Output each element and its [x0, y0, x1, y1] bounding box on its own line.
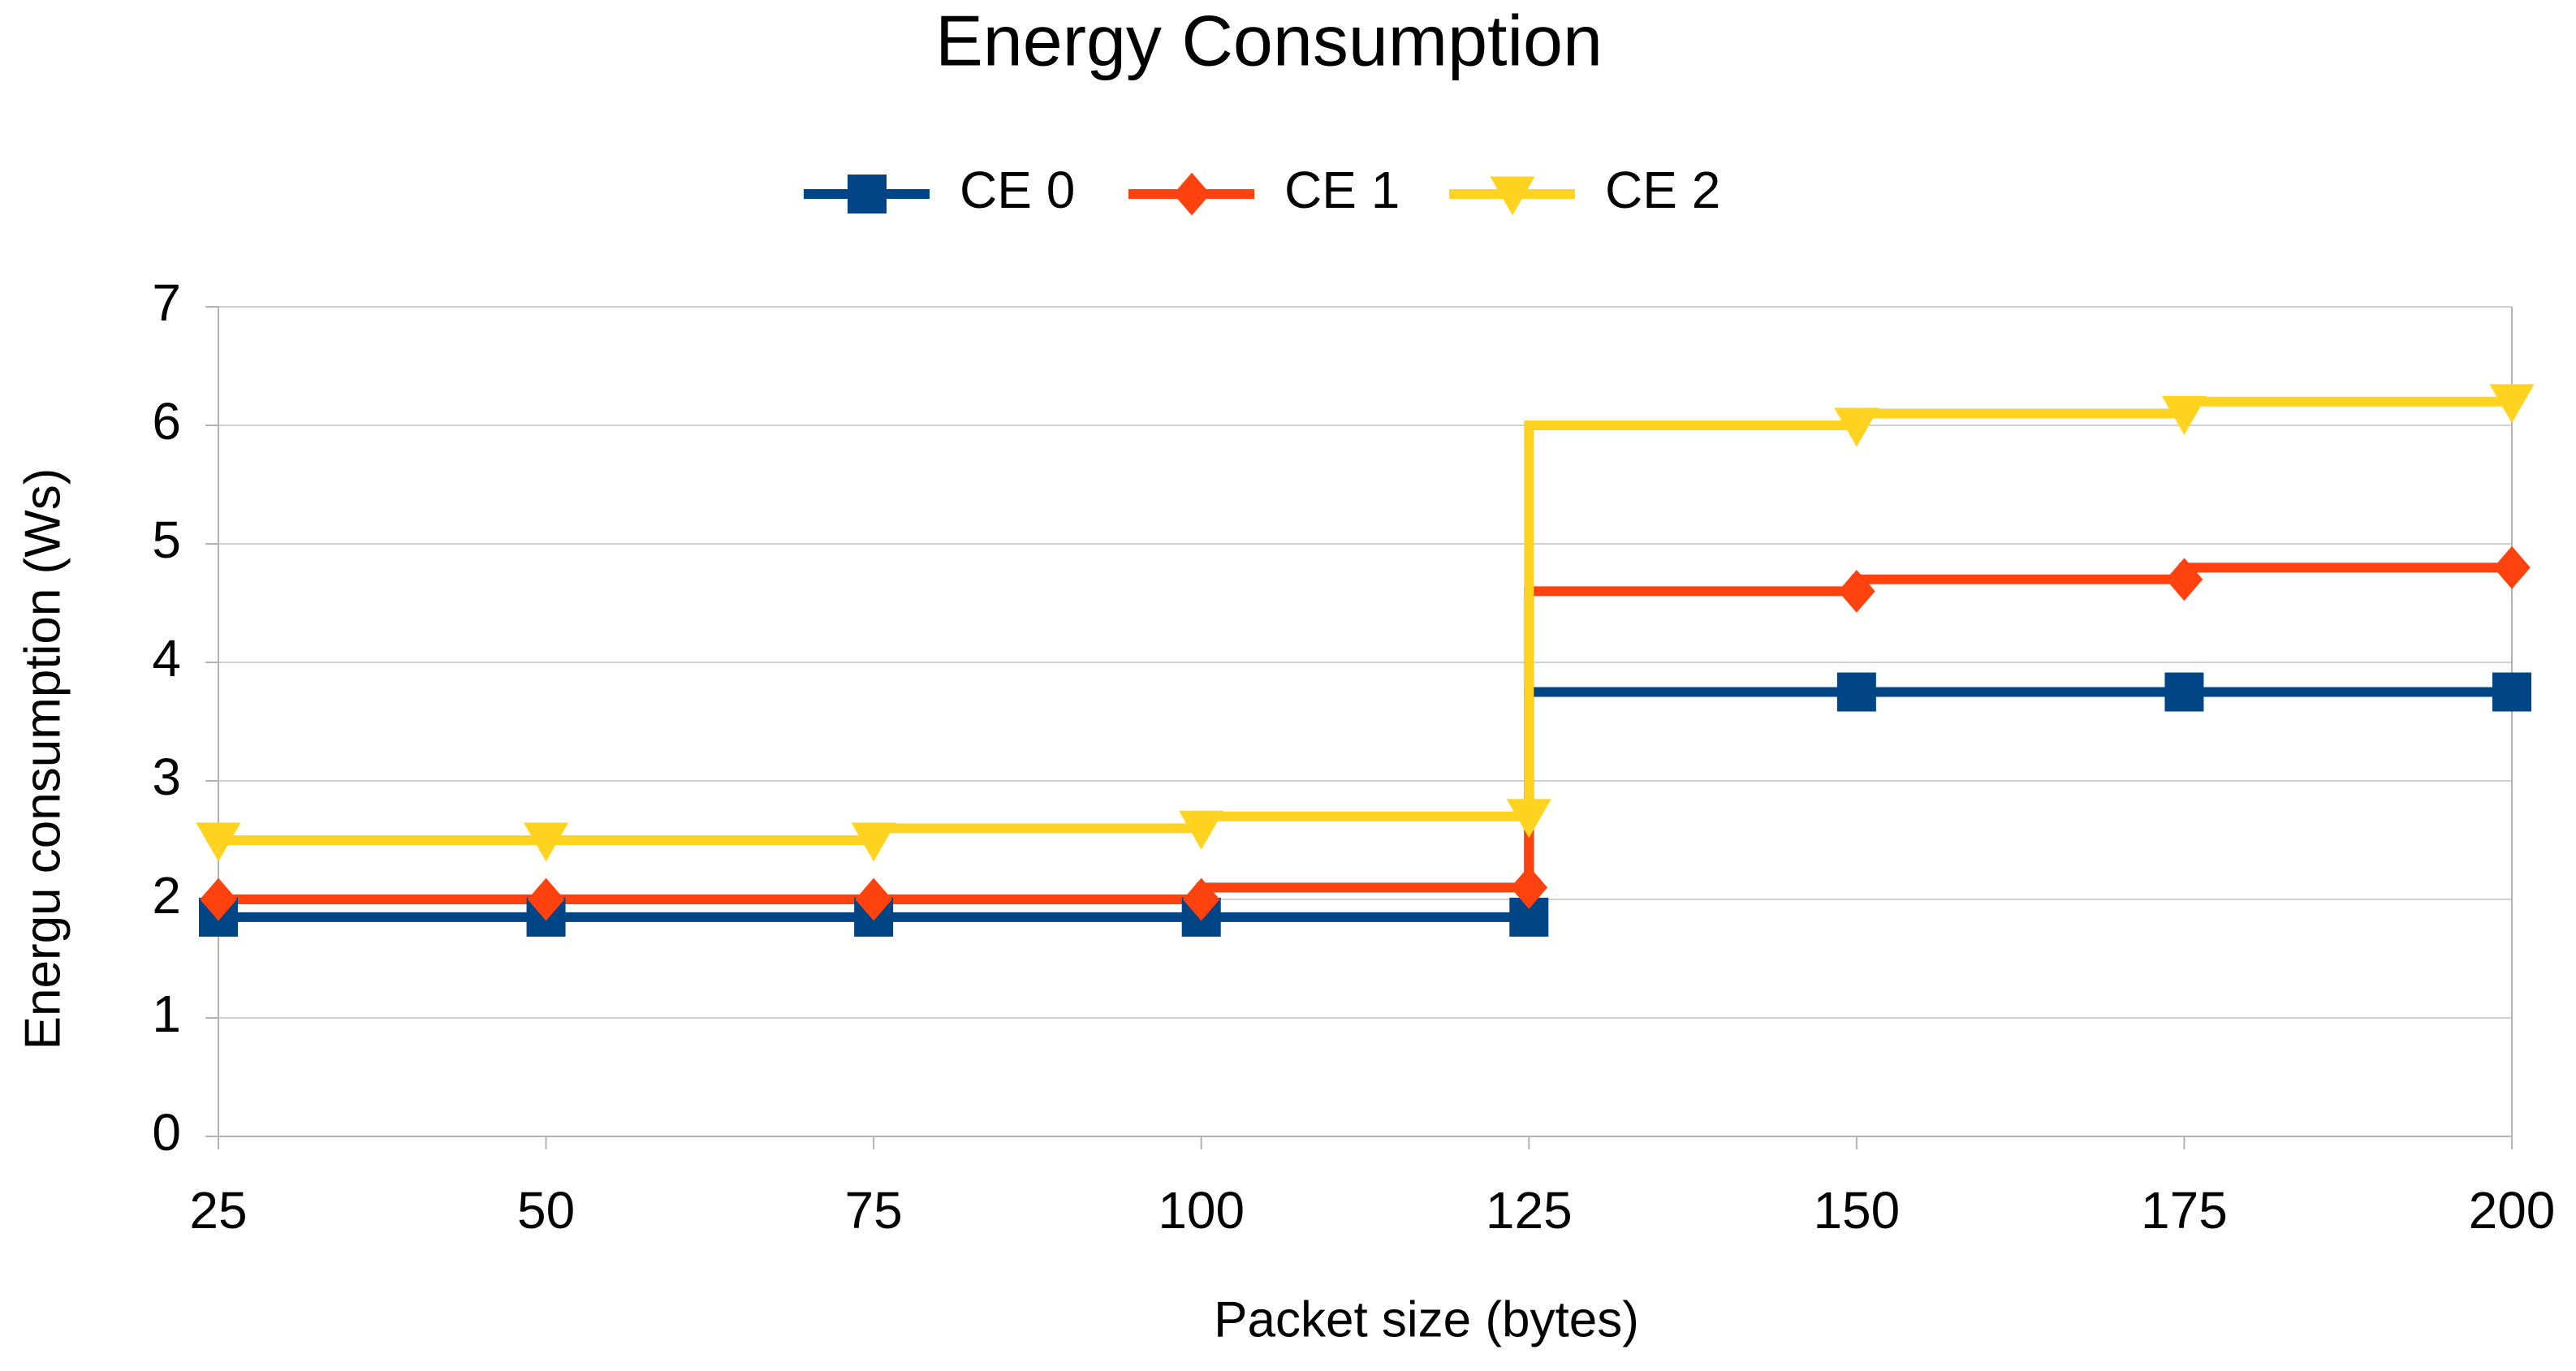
- point-marker: [200, 877, 237, 921]
- y-tick-label: 4: [152, 629, 181, 688]
- chart-title: Energy Consumption: [935, 0, 1603, 80]
- y-tick-label: 1: [152, 985, 181, 1043]
- point-marker: [2161, 395, 2207, 435]
- legend-marker: [848, 175, 887, 213]
- point-marker: [2493, 545, 2531, 589]
- point-marker: [1834, 407, 1879, 447]
- x-tick-label: 25: [189, 1181, 247, 1240]
- y-tick-label: 3: [152, 748, 181, 806]
- point-marker: [1506, 799, 1551, 839]
- y-tick-label: 2: [152, 866, 181, 925]
- point-marker: [2164, 672, 2204, 712]
- x-tick-label: 125: [1486, 1181, 1573, 1240]
- point-marker: [527, 877, 565, 921]
- point-marker: [2165, 558, 2203, 601]
- point-marker: [851, 822, 896, 862]
- y-tick-label: 0: [152, 1103, 181, 1162]
- x-axis-label: Packet size (bytes): [1214, 1291, 1639, 1347]
- point-marker: [855, 877, 892, 921]
- legend-marker: [1490, 176, 1535, 216]
- legend-label: CE 0: [960, 161, 1075, 219]
- x-tick-label: 100: [1158, 1181, 1245, 1240]
- y-tick-label: 5: [152, 511, 181, 569]
- point-marker: [523, 822, 569, 862]
- y-tick-label: 6: [152, 392, 181, 451]
- y-tick-label: 7: [152, 274, 181, 332]
- point-marker: [196, 822, 241, 862]
- legend-label: CE 2: [1605, 161, 1720, 219]
- legend-marker: [1173, 172, 1210, 216]
- point-marker: [2489, 384, 2535, 424]
- point-marker: [1836, 672, 1876, 712]
- x-tick-label: 50: [517, 1181, 575, 1240]
- point-marker: [1179, 810, 1224, 850]
- point-marker: [2492, 672, 2531, 712]
- point-marker: [1510, 866, 1548, 909]
- x-tick-label: 175: [2141, 1181, 2228, 1240]
- x-tick-label: 200: [2469, 1181, 2556, 1240]
- y-axis-label: Energu consumption (Ws): [15, 468, 71, 1050]
- point-marker: [1182, 877, 1220, 921]
- point-marker: [1838, 570, 1875, 613]
- legend-label: CE 1: [1284, 161, 1400, 219]
- x-tick-label: 150: [1813, 1181, 1900, 1240]
- x-tick-label: 75: [845, 1181, 903, 1240]
